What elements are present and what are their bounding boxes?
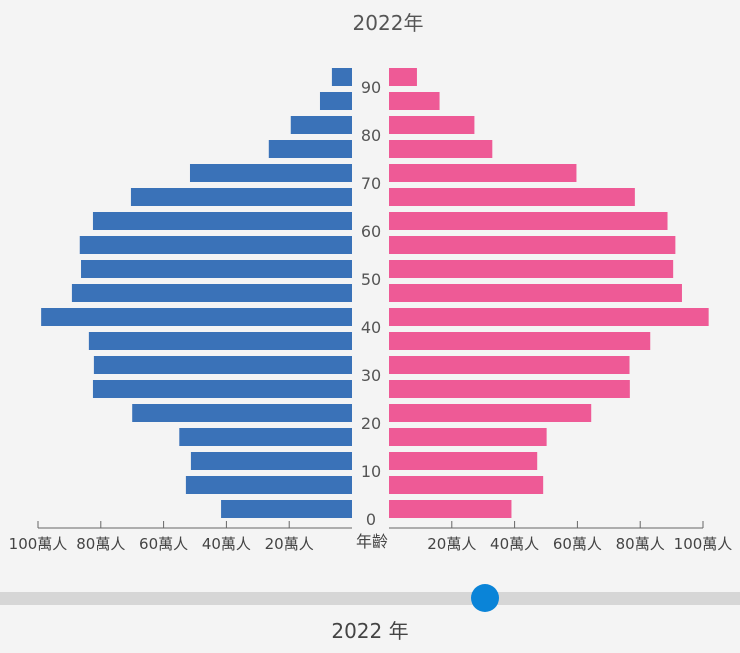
right-bar-age-0[interactable] xyxy=(389,500,512,518)
left-bar-age-0[interactable] xyxy=(221,500,352,518)
age-tick-label: 70 xyxy=(361,174,381,193)
left-bar-age-20[interactable] xyxy=(132,404,352,422)
right-bar-age-70[interactable] xyxy=(389,164,577,182)
year-slider-thumb[interactable] xyxy=(471,584,499,612)
age-tick-label: 60 xyxy=(361,222,381,241)
right-bar-age-80[interactable] xyxy=(389,116,475,134)
left-bar-age-15[interactable] xyxy=(179,428,352,446)
right-bar-age-40[interactable] xyxy=(389,308,709,326)
right-bar-age-55[interactable] xyxy=(389,236,676,254)
right-bar-age-30[interactable] xyxy=(389,356,630,374)
left-bar-age-65[interactable] xyxy=(130,188,352,206)
right-x-tick-label: 100萬人 xyxy=(674,535,733,553)
chart-svg: 2022年 年齡 90 80 70 60 50 40 30 20 10 0 20萬人 20萬人 40萬人… xyxy=(9,11,733,553)
right-bar-age-10[interactable] xyxy=(389,452,538,470)
right-bar-age-25[interactable] xyxy=(389,380,630,398)
right-bar-age-15[interactable] xyxy=(389,428,547,446)
age-tick-label: 20 xyxy=(361,414,381,433)
year-label: 2022 年 xyxy=(331,619,409,643)
left-x-tick-label: 20萬人 xyxy=(265,535,314,553)
right-bar-age-90[interactable] xyxy=(389,68,417,86)
age-tick-label: 0 xyxy=(366,510,376,529)
left-bar-age-40[interactable] xyxy=(41,308,352,326)
chart-title: 2022年 xyxy=(353,11,424,35)
year-slider-track[interactable] xyxy=(0,592,740,605)
right-bar-age-65[interactable] xyxy=(389,188,635,206)
left-bar-age-35[interactable] xyxy=(88,332,353,350)
left-bar-age-75[interactable] xyxy=(268,140,352,158)
left-bar-age-90[interactable] xyxy=(331,68,352,86)
left-bar-age-85[interactable] xyxy=(319,92,352,110)
right-bar-age-20[interactable] xyxy=(389,404,592,422)
age-tick-label: 10 xyxy=(361,462,381,481)
age-tick-label: 40 xyxy=(361,318,381,337)
left-bar-age-50[interactable] xyxy=(81,260,352,278)
right-bar-age-85[interactable] xyxy=(389,92,440,110)
right-bar-age-45[interactable] xyxy=(389,284,682,302)
right-bar-age-60[interactable] xyxy=(389,212,668,230)
left-bar-age-10[interactable] xyxy=(190,452,352,470)
left-x-tick-label: 80萬人 xyxy=(76,535,125,553)
left-x-tick-label: 100萬人 xyxy=(9,535,68,553)
right-x-tick-label: 60萬人 xyxy=(553,535,602,553)
right-bar-age-50[interactable] xyxy=(389,260,674,278)
right-x-tick-label: 80萬人 xyxy=(616,535,665,553)
left-bar-age-30[interactable] xyxy=(93,356,352,374)
right-bar-age-75[interactable] xyxy=(389,140,493,158)
left-bar-age-5[interactable] xyxy=(185,476,352,494)
right-bar-age-35[interactable] xyxy=(389,332,651,350)
left-bar-age-80[interactable] xyxy=(290,116,352,134)
left-x-tick-label: 40萬人 xyxy=(202,535,251,553)
left-bar-age-25[interactable] xyxy=(92,380,352,398)
left-bar-age-55[interactable] xyxy=(79,236,353,254)
age-tick-label: 90 xyxy=(361,78,381,97)
left-x-tick-label: 60萬人 xyxy=(139,535,188,553)
age-axis-label: 年齡 xyxy=(356,532,388,551)
age-tick-label: 50 xyxy=(361,270,381,289)
age-tick-label: 30 xyxy=(361,366,381,385)
age-tick-label: 80 xyxy=(361,126,381,145)
right-x-tick-label: 20萬人 xyxy=(427,535,476,553)
left-bar-age-60[interactable] xyxy=(92,212,352,230)
right-x-tick-label: 40萬人 xyxy=(490,535,539,553)
left-bar-age-70[interactable] xyxy=(189,164,352,182)
right-bar-age-5[interactable] xyxy=(389,476,544,494)
left-bar-age-45[interactable] xyxy=(71,284,353,302)
